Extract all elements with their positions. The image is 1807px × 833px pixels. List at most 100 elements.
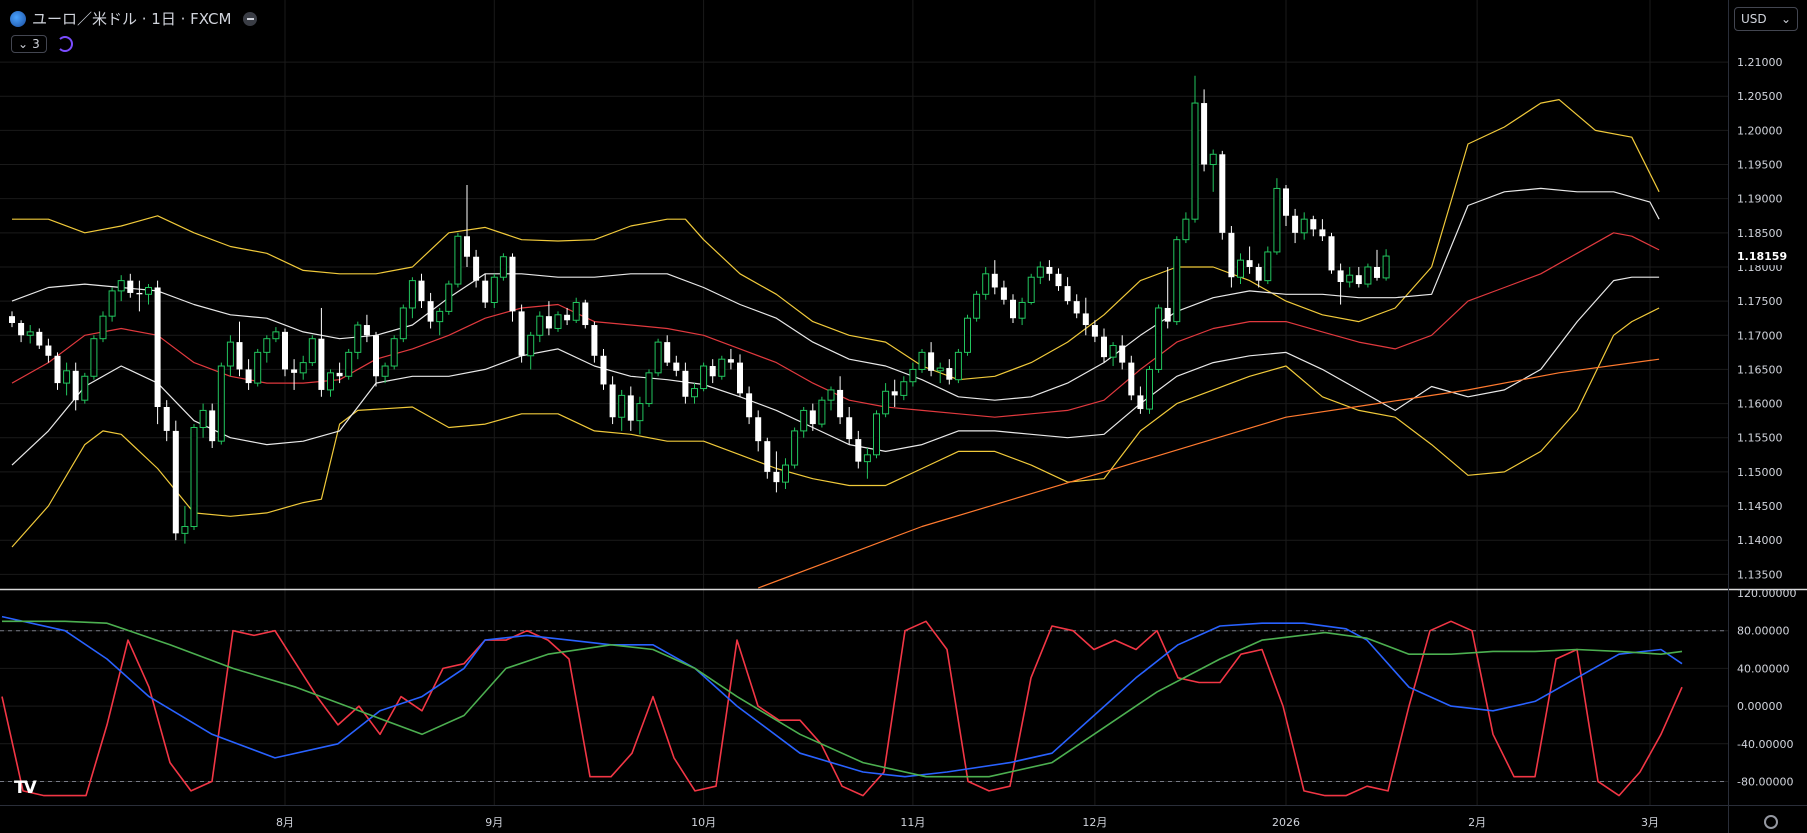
candle-body <box>226 341 234 367</box>
collapse-legend-button[interactable] <box>243 11 258 26</box>
candle-body <box>1146 368 1153 410</box>
candle-body <box>263 338 271 353</box>
candle-body <box>1073 301 1080 314</box>
candle-body <box>399 307 407 340</box>
tradingview-logo-icon[interactable]: TV <box>14 778 37 798</box>
candle-body <box>445 283 453 312</box>
candle-body <box>308 338 316 364</box>
candle-body <box>1191 102 1199 220</box>
candle-body <box>818 399 826 425</box>
refresh-icon[interactable] <box>56 36 73 52</box>
candle-body <box>936 367 944 372</box>
price-tick-label: 1.19000 <box>1737 193 1783 206</box>
candle-body <box>654 341 662 374</box>
candle-body <box>591 325 598 356</box>
gear-icon[interactable] <box>1764 815 1778 829</box>
candle-body <box>773 471 780 483</box>
candle-body <box>982 273 990 295</box>
candle-body <box>645 372 653 405</box>
candle-body <box>918 351 926 370</box>
candle-body <box>63 370 71 384</box>
candle-body <box>545 316 552 329</box>
price-tick-label: 1.16000 <box>1737 398 1783 411</box>
candle-body <box>390 338 398 367</box>
candle-body <box>800 409 808 432</box>
candle-body <box>928 352 935 371</box>
candle-body <box>9 316 15 323</box>
candle-body <box>1300 218 1308 234</box>
candle-body <box>117 280 125 292</box>
candle-body <box>991 273 998 288</box>
candle-body <box>554 314 562 329</box>
candle-body <box>1101 336 1107 358</box>
osc-tick-label: -80.00000 <box>1737 775 1793 788</box>
candle-body <box>527 334 535 357</box>
candle-body <box>1119 345 1126 363</box>
candle-body <box>782 464 789 483</box>
candle-body <box>1319 229 1326 237</box>
candle-body <box>609 384 616 418</box>
candle-body <box>873 413 880 456</box>
osc-slow-line <box>2 620 1683 778</box>
candle-body <box>408 280 416 309</box>
candle-body <box>909 368 917 383</box>
currency-select[interactable]: USD ⌄ <box>1734 7 1798 31</box>
candle-body <box>746 393 753 418</box>
candle-body <box>837 389 844 418</box>
candle-body <box>518 311 525 356</box>
candle-body <box>1355 275 1362 285</box>
basis-line <box>11 232 1660 418</box>
candle-body <box>1128 362 1135 396</box>
candle-body <box>509 256 516 312</box>
candle-body <box>727 359 734 363</box>
candle-body <box>1264 251 1272 282</box>
candle-body <box>163 407 170 431</box>
chevron-down-icon: ⌄ <box>18 37 29 51</box>
candle-body <box>354 324 362 353</box>
candle-body <box>1228 232 1235 278</box>
candle-body <box>72 370 79 401</box>
osc-tick-label: 0.00000 <box>1737 700 1783 713</box>
candle-body <box>1283 188 1289 216</box>
candle-body <box>1246 260 1253 267</box>
candle-body <box>809 410 816 425</box>
candle-body <box>618 394 626 418</box>
indicators-toggle-button[interactable]: ⌄ 3 <box>11 35 47 53</box>
indicator-count: 3 <box>32 37 40 51</box>
candle-body <box>536 315 544 336</box>
candle-body <box>718 358 726 377</box>
candle-body <box>1364 266 1372 285</box>
candle-body <box>673 362 680 371</box>
candle-body <box>700 365 708 390</box>
time-tick-label: 2月 <box>1468 816 1486 829</box>
candle-body <box>572 301 580 321</box>
indicator-row: ⌄ 3 <box>11 35 73 53</box>
price-tick-label: 1.20000 <box>1737 124 1783 137</box>
candle-body <box>973 293 981 319</box>
price-tick-label: 1.14000 <box>1737 534 1783 547</box>
osc-tick-label: 40.00000 <box>1737 662 1790 675</box>
candle-body <box>954 351 962 381</box>
osc-mid-line <box>1 615 1683 778</box>
candle-body <box>1219 154 1226 233</box>
candle-body <box>363 325 370 336</box>
candle-body <box>1109 345 1117 358</box>
candle-body <box>755 417 762 442</box>
price-tick-label: 1.17500 <box>1737 295 1783 308</box>
time-tick-label: 11月 <box>900 816 925 829</box>
minus-icon <box>246 17 254 20</box>
candle-body <box>454 235 462 285</box>
candle-body <box>90 338 98 377</box>
candle-body <box>964 317 971 353</box>
candle-body <box>373 335 379 377</box>
candles-group <box>9 75 1390 544</box>
bollinger-inner-lower-line <box>11 276 1660 466</box>
candle-body <box>1155 307 1163 370</box>
chevron-down-icon: ⌄ <box>1780 12 1791 26</box>
candle-body <box>418 280 425 302</box>
last-price-box <box>1729 247 1807 266</box>
candle-body <box>564 314 571 321</box>
candle-body <box>136 292 143 295</box>
